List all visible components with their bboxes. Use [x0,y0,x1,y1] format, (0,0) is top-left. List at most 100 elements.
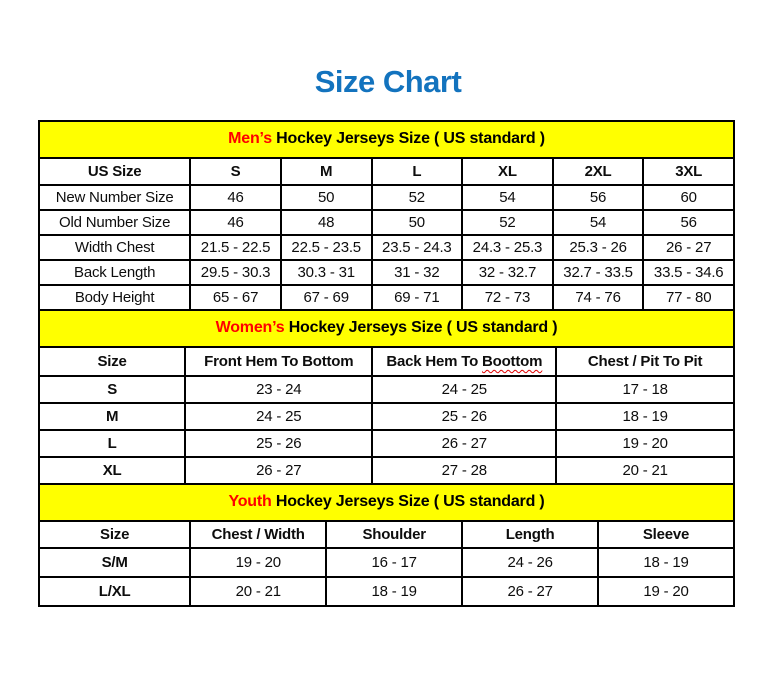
size-value-cell: 22.5 - 23.5 [279,234,373,261]
womens-row-m: M 24 - 25 25 - 26 18 - 19 [37,402,735,431]
row-label: Back Length [37,259,192,286]
column-header-front-hem-to-bottom: Front Hem To Bottom [184,346,374,377]
size-value-cell: 18 - 19 [325,576,464,607]
size-tables: Men’s Hockey Jerseys Size ( US standard … [37,120,735,607]
size-value-cell: 16 - 17 [325,547,464,578]
size-value-cell: 30.3 - 31 [279,259,373,286]
size-value-cell: 52 [461,209,554,236]
size-value-cell: 24 - 25 [184,402,374,431]
row-label: New Number Size [37,184,192,211]
youth-title-highlight: Youth [228,493,272,510]
youth-title-rest: Hockey Jerseys Size ( US standard ) [271,493,545,510]
womens-row-l: L 25 - 26 26 - 27 19 - 20 [37,429,735,458]
size-value-cell: 26 - 27 [461,576,600,607]
size-value-cell: 60 [642,184,735,211]
size-value-cell: 32.7 - 33.5 [551,259,645,286]
size-value-cell: 20 - 21 [189,576,328,607]
size-value-cell: 18 - 19 [555,402,735,431]
row-label: S [37,375,187,404]
mens-row-width-chest: Width Chest 21.5 - 22.5 22.5 - 23.5 23.5 - … [37,234,735,261]
size-value-cell: 24.3 - 25.3 [461,234,554,261]
size-value-cell: 19 - 20 [597,576,735,607]
size-value-cell: 33.5 - 34.6 [642,259,735,286]
size-value-cell: 27 - 28 [371,456,558,485]
size-value-cell: 54 [461,184,554,211]
size-value-cell: 67 - 69 [279,284,373,311]
size-value-cell: 24 - 25 [371,375,558,404]
column-header-l: L [370,157,464,186]
womens-section-title: Women’s Hockey Jerseys Size ( US standar… [38,309,735,348]
mens-row-body-height: Body Height 65 - 67 67 - 69 69 - 71 72 - 73 7… [37,284,735,311]
row-label: Body Height [37,284,192,311]
size-value-cell: 46 [189,209,282,236]
misspelled-word: Boottom [482,353,543,370]
size-value-cell: 17 - 18 [555,375,735,404]
mens-row-old-number-size: Old Number Size 46 48 50 52 54 56 [37,209,735,236]
size-value-cell: 19 - 20 [555,429,735,458]
womens-title-rest: Hockey Jerseys Size ( US standard ) [284,319,558,336]
size-value-cell: 29.5 - 30.3 [189,259,282,286]
size-value-cell: 54 [551,209,645,236]
mens-row-new-number-size: New Number Size 46 50 52 54 56 60 [37,184,735,211]
size-value-cell: 18 - 19 [597,547,735,578]
youth-row-l-xl: L/XL 20 - 21 18 - 19 26 - 27 19 - 20 [37,576,735,607]
womens-title-highlight: Women’s [215,319,285,336]
mens-row-back-length: Back Length 29.5 - 30.3 30.3 - 31 31 - 32 32… [37,259,735,286]
size-value-cell: 25 - 26 [184,429,374,458]
row-label: L [37,429,187,458]
size-value-cell: 23 - 24 [184,375,374,404]
column-header-xl: XL [461,157,554,186]
size-value-cell: 56 [642,209,735,236]
womens-size-section: Women’s Hockey Jerseys Size ( US standar… [37,309,735,485]
size-value-cell: 25.3 - 26 [551,234,645,261]
size-value-cell: 21.5 - 22.5 [189,234,282,261]
size-value-cell: 48 [279,209,373,236]
womens-header-row: Size Front Hem To Bottom Back Hem To Boott… [37,346,735,377]
column-header-chest-width: Chest / Width [189,520,328,549]
size-value-cell: 74 - 76 [551,284,645,311]
size-value-cell: 56 [551,184,645,211]
column-header-size: Size [37,520,192,549]
column-header-2xl: 2XL [551,157,645,186]
row-label: M [37,402,187,431]
column-header-back-hem-to-boottom: Back Hem To Boottom [371,346,558,377]
youth-header-row: Size Chest / Width Shoulder Length Sleeve [37,520,735,549]
row-label: Old Number Size [37,209,192,236]
column-header-s: S [189,157,282,186]
column-header-sleeve: Sleeve [597,520,735,549]
youth-size-table: Size Chest / Width Shoulder Length Sleeve S/M… [37,520,735,607]
size-value-cell: 23.5 - 24.3 [370,234,464,261]
mens-title-rest: Hockey Jerseys Size ( US standard ) [271,130,545,147]
mens-header-row: US Size S M L XL 2XL 3XL [37,157,735,186]
size-value-cell: 25 - 26 [371,402,558,431]
mens-size-table: US Size S M L XL 2XL 3XL New Number Size 46 50 52 5… [37,157,735,311]
column-header-text: Back Hem To [386,353,482,370]
youth-size-section: Youth Hockey Jerseys Size ( US standard … [37,483,735,607]
mens-section-title: Men’s Hockey Jerseys Size ( US standard … [38,120,735,159]
size-value-cell: 52 [370,184,464,211]
size-value-cell: 50 [370,209,464,236]
column-header-length: Length [461,520,600,549]
column-header-us-size: US Size [37,157,192,186]
size-value-cell: 24 - 26 [461,547,600,578]
youth-row-s-m: S/M 19 - 20 16 - 17 24 - 26 18 - 19 [37,547,735,578]
page-title: Size Chart [314,64,462,99]
size-value-cell: 19 - 20 [189,547,328,578]
column-header-shoulder: Shoulder [325,520,464,549]
size-value-cell: 20 - 21 [555,456,735,485]
mens-title-highlight: Men’s [228,130,272,147]
row-label: XL [37,456,187,485]
size-value-cell: 50 [279,184,373,211]
column-header-size: Size [37,346,187,377]
column-header-m: M [279,157,373,186]
size-value-cell: 72 - 73 [461,284,554,311]
size-value-cell: 26 - 27 [642,234,735,261]
size-value-cell: 26 - 27 [371,429,558,458]
column-header-3xl: 3XL [642,157,735,186]
size-value-cell: 65 - 67 [189,284,282,311]
youth-section-title: Youth Hockey Jerseys Size ( US standard … [38,483,735,522]
row-label: L/XL [37,576,192,607]
womens-row-s: S 23 - 24 24 - 25 17 - 18 [37,375,735,404]
size-value-cell: 31 - 32 [370,259,464,286]
